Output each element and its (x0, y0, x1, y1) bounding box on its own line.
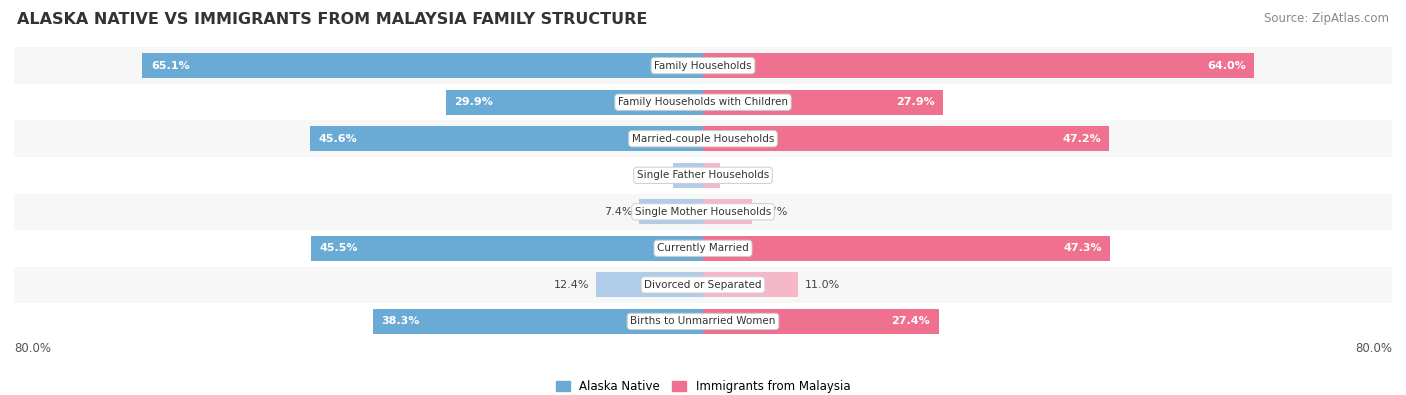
Text: Married-couple Households: Married-couple Households (631, 134, 775, 144)
Text: Divorced or Separated: Divorced or Separated (644, 280, 762, 290)
Text: Single Mother Households: Single Mother Households (636, 207, 770, 217)
Bar (703, 273, 797, 297)
Text: Currently Married: Currently Married (657, 243, 749, 253)
Bar (703, 126, 1109, 151)
Bar (373, 309, 703, 334)
Bar (14, 303, 1392, 340)
Bar (703, 90, 943, 115)
Text: 12.4%: 12.4% (554, 280, 589, 290)
Text: 47.3%: 47.3% (1063, 243, 1102, 253)
Text: 38.3%: 38.3% (382, 316, 420, 326)
Text: ALASKA NATIVE VS IMMIGRANTS FROM MALAYSIA FAMILY STRUCTURE: ALASKA NATIVE VS IMMIGRANTS FROM MALAYSI… (17, 12, 647, 27)
Bar (673, 163, 703, 188)
Bar (703, 163, 720, 188)
Text: Source: ZipAtlas.com: Source: ZipAtlas.com (1264, 12, 1389, 25)
Bar (703, 53, 1254, 78)
Text: Family Households with Children: Family Households with Children (619, 97, 787, 107)
Bar (311, 236, 703, 261)
Bar (14, 120, 1392, 157)
Bar (14, 267, 1392, 303)
Text: 27.9%: 27.9% (896, 97, 935, 107)
Bar (14, 84, 1392, 120)
Bar (703, 309, 939, 334)
Text: 27.4%: 27.4% (891, 316, 931, 326)
Text: 3.5%: 3.5% (638, 170, 666, 180)
Text: 2.0%: 2.0% (727, 170, 755, 180)
Text: 65.1%: 65.1% (150, 61, 190, 71)
Bar (14, 157, 1392, 194)
Text: Family Households: Family Households (654, 61, 752, 71)
Bar (14, 230, 1392, 267)
Text: 64.0%: 64.0% (1206, 61, 1246, 71)
Text: Single Father Households: Single Father Households (637, 170, 769, 180)
Bar (640, 199, 703, 224)
Text: 11.0%: 11.0% (804, 280, 839, 290)
Text: 45.6%: 45.6% (319, 134, 357, 144)
Text: 80.0%: 80.0% (1355, 342, 1392, 355)
Bar (703, 236, 1111, 261)
Bar (703, 199, 752, 224)
Bar (446, 90, 703, 115)
Text: 29.9%: 29.9% (454, 97, 494, 107)
Text: 5.7%: 5.7% (759, 207, 787, 217)
Bar (596, 273, 703, 297)
Bar (14, 194, 1392, 230)
Text: Births to Unmarried Women: Births to Unmarried Women (630, 316, 776, 326)
Bar (14, 47, 1392, 84)
Text: 45.5%: 45.5% (319, 243, 359, 253)
Bar (142, 53, 703, 78)
Text: 7.4%: 7.4% (605, 207, 633, 217)
Text: 80.0%: 80.0% (14, 342, 51, 355)
Text: 47.2%: 47.2% (1062, 134, 1101, 144)
Bar (311, 126, 703, 151)
Legend: Alaska Native, Immigrants from Malaysia: Alaska Native, Immigrants from Malaysia (551, 376, 855, 395)
